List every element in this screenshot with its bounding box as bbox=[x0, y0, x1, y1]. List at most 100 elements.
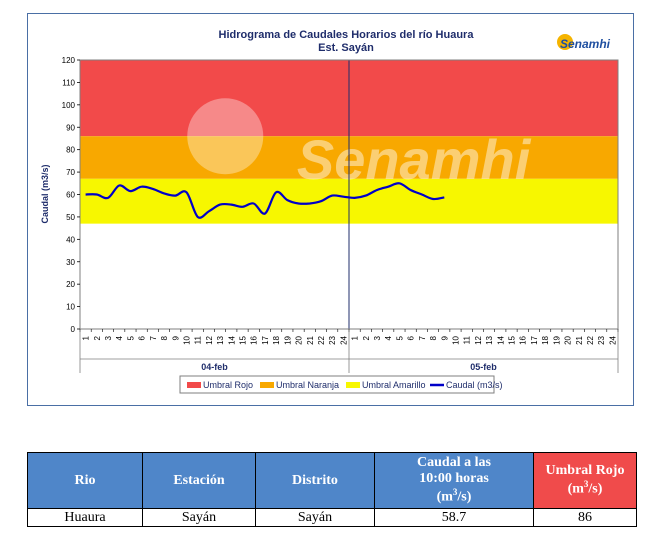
cell-distrito: Sayán bbox=[255, 508, 375, 527]
x-tick-label: 7 bbox=[149, 335, 158, 340]
header-umbral-rojo: Umbral Rojo (m3/s) bbox=[533, 452, 637, 509]
x-tick-label: 6 bbox=[407, 335, 416, 340]
header-umbral-line1: Umbral Rojo bbox=[545, 463, 625, 479]
hydrograph-chart: Hidrograma de Caudales Horarios del río … bbox=[40, 29, 619, 394]
legend-label-amarillo: Umbral Amarillo bbox=[362, 380, 426, 390]
x-tick-label: 21 bbox=[575, 335, 584, 344]
y-tick-label: 80 bbox=[66, 146, 75, 155]
x-tick-label: 18 bbox=[541, 335, 550, 344]
y-tick-label: 60 bbox=[66, 191, 75, 200]
legend-box bbox=[179, 375, 495, 394]
header-caudal-sup: 3 bbox=[452, 487, 458, 498]
cell-estacion: Sayán bbox=[142, 508, 256, 527]
y-tick-label: 70 bbox=[66, 168, 75, 177]
x-tick-label: 11 bbox=[194, 335, 203, 344]
y-tick-label: 40 bbox=[66, 235, 75, 244]
legend-label-naranja: Umbral Naranja bbox=[276, 380, 339, 390]
watermark-sun-icon bbox=[187, 98, 264, 175]
x-tick-label: 19 bbox=[283, 335, 292, 344]
x-tick-label: 21 bbox=[306, 335, 315, 344]
x-tick-label: 4 bbox=[384, 335, 393, 340]
legend: Umbral Rojo Umbral Naranja Umbral Amaril… bbox=[179, 375, 503, 394]
header-caudal: Caudal a las 10:00 horas (m3/s) bbox=[374, 452, 534, 509]
x-tick-label: 18 bbox=[272, 335, 281, 344]
logo-text: Senamhi bbox=[560, 37, 611, 51]
table-header-row: Rio Estación Distrito Caudal a las 10:00… bbox=[27, 452, 637, 509]
legend-swatch-rojo bbox=[187, 382, 201, 388]
legend-swatch-naranja bbox=[260, 382, 274, 388]
x-tick-label: 7 bbox=[418, 335, 427, 340]
x-tick-label: 5 bbox=[126, 335, 135, 340]
y-tick-label: 100 bbox=[62, 101, 76, 110]
legend-swatch-amarillo bbox=[346, 382, 360, 388]
x-tick-label: 23 bbox=[597, 335, 606, 344]
x-tick-label: 9 bbox=[440, 335, 449, 340]
x-tick-label: 5 bbox=[395, 335, 404, 340]
chart-subtitle: Est. Sayán bbox=[318, 42, 374, 54]
x-tick-label: 3 bbox=[104, 335, 113, 340]
header-caudal-line1: Caudal a las bbox=[417, 455, 491, 471]
x-tick-label: 3 bbox=[373, 335, 382, 340]
x-tick-label: 24 bbox=[608, 335, 617, 344]
x-tick-label: 24 bbox=[339, 335, 348, 344]
header-rio: Rio bbox=[27, 452, 143, 509]
y-tick-label: 20 bbox=[66, 280, 75, 289]
x-tick-label: 2 bbox=[362, 335, 371, 340]
y-tick-label: 30 bbox=[66, 258, 75, 267]
x-tick-label: 20 bbox=[564, 335, 573, 344]
header-umbral-sup: 3 bbox=[583, 479, 589, 490]
x-tick-label: 17 bbox=[261, 335, 270, 344]
day-label: 04-feb bbox=[201, 362, 228, 372]
header-estacion: Estación bbox=[142, 452, 256, 509]
x-tick-label: 22 bbox=[586, 335, 595, 344]
x-tick-label: 19 bbox=[552, 335, 561, 344]
y-tick-label: 50 bbox=[66, 213, 75, 222]
header-distrito: Distrito bbox=[255, 452, 375, 509]
y-tick-label: 0 bbox=[71, 325, 76, 334]
x-tick-label: 10 bbox=[182, 335, 191, 344]
header-caudal-unit-close: /s) bbox=[457, 489, 472, 505]
x-tick-label: 14 bbox=[227, 335, 236, 344]
header-caudal-unit: (m bbox=[436, 489, 453, 505]
y-tick-label: 90 bbox=[66, 123, 75, 132]
y-tick-label: 110 bbox=[62, 78, 75, 87]
watermark-text: Senamhi bbox=[297, 128, 532, 191]
x-tick-label: 8 bbox=[429, 335, 438, 340]
x-tick-label: 1 bbox=[351, 335, 360, 340]
chart-frame: Hidrograma de Caudales Horarios del río … bbox=[27, 13, 634, 406]
legend-label-caudal: Caudal (m3/s) bbox=[446, 380, 503, 390]
summary-table: Rio Estación Distrito Caudal a las 10:00… bbox=[27, 452, 637, 527]
x-tick-label: 13 bbox=[216, 335, 225, 344]
x-tick-label: 15 bbox=[508, 335, 517, 344]
senamhi-logo: Senamhi bbox=[557, 34, 611, 51]
x-tick-label: 1 bbox=[82, 335, 91, 340]
x-tick-label: 16 bbox=[519, 335, 528, 344]
sun-icon bbox=[557, 34, 573, 50]
chart-title: Hidrograma de Caudales Horarios del río … bbox=[219, 29, 475, 41]
x-tick-label: 10 bbox=[451, 335, 460, 344]
y-axis-label: Caudal (m3/s) bbox=[40, 164, 50, 223]
x-tick-label: 17 bbox=[530, 335, 539, 344]
x-tick-label: 9 bbox=[171, 335, 180, 340]
x-tick-label: 23 bbox=[328, 335, 337, 344]
x-tick-label: 2 bbox=[93, 335, 102, 340]
x-tick-label: 13 bbox=[485, 335, 494, 344]
cell-caudal: 58.7 bbox=[374, 508, 534, 527]
x-tick-label: 6 bbox=[138, 335, 147, 340]
cell-umbral-rojo: 86 bbox=[533, 508, 637, 527]
legend-label-rojo: Umbral Rojo bbox=[203, 380, 253, 390]
y-tick-label: 10 bbox=[66, 303, 75, 312]
x-tick-label: 4 bbox=[115, 335, 124, 340]
series-line-caudal bbox=[85, 182, 445, 219]
x-tick-label: 22 bbox=[317, 335, 326, 344]
x-tick-label: 16 bbox=[250, 335, 259, 344]
cell-rio: Huaura bbox=[27, 508, 143, 527]
header-caudal-line2: 10:00 horas bbox=[419, 471, 489, 487]
x-tick-label: 12 bbox=[474, 335, 483, 344]
header-umbral-unit: (m bbox=[567, 481, 584, 497]
day-label: 05-feb bbox=[470, 362, 497, 372]
x-tick-label: 14 bbox=[496, 335, 505, 344]
x-tick-label: 11 bbox=[463, 335, 472, 344]
x-tick-label: 20 bbox=[295, 335, 304, 344]
